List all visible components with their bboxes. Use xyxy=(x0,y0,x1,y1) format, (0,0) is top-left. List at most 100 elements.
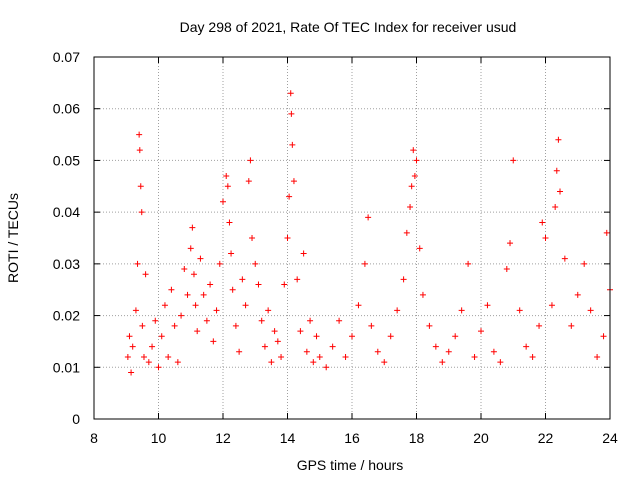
data-point xyxy=(203,317,210,324)
data-point xyxy=(316,353,323,360)
x-tick-label: 10 xyxy=(151,430,167,446)
grid xyxy=(94,57,610,419)
data-point xyxy=(497,359,504,366)
y-tick-label: 0.01 xyxy=(53,359,80,375)
data-point xyxy=(523,343,530,350)
data-point xyxy=(507,240,514,247)
data-point xyxy=(542,235,549,241)
data-point xyxy=(252,260,259,267)
data-point xyxy=(132,307,139,314)
data-point xyxy=(207,281,214,288)
data-point xyxy=(452,333,459,340)
x-tick-label: 24 xyxy=(602,430,618,446)
data-point xyxy=(289,141,296,148)
x-tick-label: 14 xyxy=(280,430,296,446)
data-point xyxy=(255,281,262,288)
data-point xyxy=(432,343,439,350)
data-point xyxy=(161,302,168,309)
data-point xyxy=(355,302,362,309)
data-point xyxy=(140,353,147,360)
data-point xyxy=(142,271,149,278)
data-point xyxy=(290,178,297,185)
data-point xyxy=(490,348,497,355)
data-point xyxy=(229,286,236,293)
x-tick-label: 8 xyxy=(90,430,98,446)
data-point xyxy=(303,348,310,355)
data-point xyxy=(189,224,196,231)
data-point xyxy=(553,167,560,174)
data-point xyxy=(568,322,575,329)
x-axis: 8 10 12 14 16 18 20 22 24 xyxy=(90,57,618,446)
data-point xyxy=(168,286,175,293)
data-point xyxy=(145,359,152,366)
y-tick-label: 0 xyxy=(72,411,80,427)
data-point xyxy=(471,353,478,360)
data-point xyxy=(307,317,314,324)
data-point xyxy=(419,291,426,298)
data-point xyxy=(194,328,201,335)
data-point xyxy=(552,203,559,210)
data-point xyxy=(274,338,281,345)
data-point xyxy=(136,131,143,138)
data-point xyxy=(247,157,254,164)
x-tick-label: 18 xyxy=(409,430,425,446)
data-point xyxy=(555,136,562,143)
data-point xyxy=(192,302,199,309)
data-point xyxy=(416,245,423,252)
data-point xyxy=(426,322,433,329)
data-point xyxy=(210,338,217,345)
data-point xyxy=(323,364,330,371)
data-point xyxy=(137,183,144,190)
data-point xyxy=(394,307,401,314)
x-tick-label: 20 xyxy=(473,430,489,446)
chart-title: Day 298 of 2021, Rate Of TEC Index for r… xyxy=(180,19,517,35)
y-tick-label: 0.07 xyxy=(53,49,80,65)
data-point xyxy=(536,322,543,329)
data-point xyxy=(478,328,484,335)
data-point xyxy=(152,317,159,324)
data-point xyxy=(261,343,268,350)
x-tick-label: 22 xyxy=(538,430,554,446)
data-point xyxy=(216,260,223,267)
data-point xyxy=(281,281,288,288)
data-point xyxy=(349,333,355,340)
data-point xyxy=(187,245,194,252)
data-point xyxy=(139,322,146,329)
data-point xyxy=(245,178,252,185)
y-tick-label: 0.03 xyxy=(53,256,80,272)
y-tick-label: 0.02 xyxy=(53,308,80,324)
data-point xyxy=(138,209,145,216)
data-point xyxy=(249,235,256,241)
x-tick-label: 12 xyxy=(215,430,231,446)
data-point xyxy=(155,364,162,371)
data-point xyxy=(408,183,415,190)
data-point xyxy=(516,307,523,314)
data-point xyxy=(410,147,417,154)
data-point xyxy=(300,250,307,257)
data-point xyxy=(178,312,185,319)
data-point xyxy=(411,172,418,179)
data-point xyxy=(587,307,594,314)
data-point xyxy=(484,302,491,309)
data-point xyxy=(128,369,135,376)
data-point xyxy=(129,343,136,350)
y-axis: 0 0.01 0.02 0.03 0.04 0.05 0.06 0.07 xyxy=(53,49,610,427)
data-point xyxy=(242,302,249,309)
data-point xyxy=(439,359,446,366)
y-tick-label: 0.05 xyxy=(53,152,80,168)
data-point xyxy=(174,359,181,366)
data-point xyxy=(557,188,564,195)
data-point xyxy=(278,353,285,360)
data-points xyxy=(124,90,613,376)
data-point xyxy=(232,322,239,329)
data-point xyxy=(149,343,156,350)
data-point xyxy=(126,333,133,340)
data-point xyxy=(310,359,317,366)
data-point xyxy=(197,255,204,262)
data-point xyxy=(200,291,207,298)
data-point xyxy=(190,271,197,278)
data-point xyxy=(603,229,610,236)
data-point xyxy=(458,307,465,314)
data-point xyxy=(539,219,546,226)
